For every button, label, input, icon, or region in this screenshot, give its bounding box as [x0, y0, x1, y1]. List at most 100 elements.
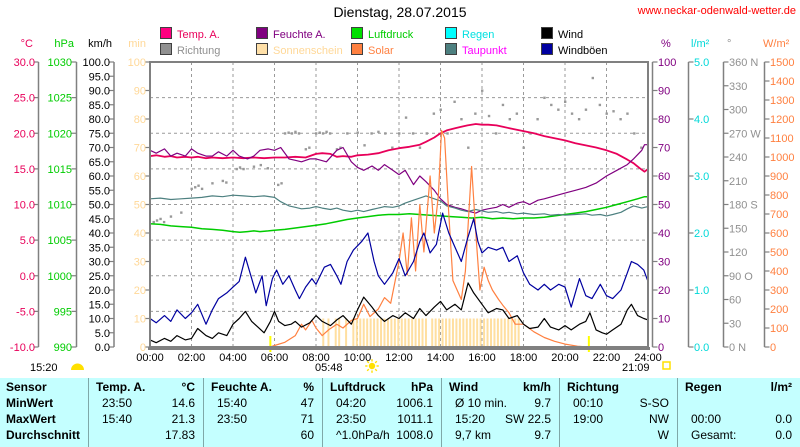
- x-tick-label: 08:00: [302, 352, 330, 364]
- tick-label: 100.0: [82, 57, 110, 69]
- tick-label: 400: [770, 266, 788, 278]
- stat-time: 00:10: [573, 396, 604, 410]
- tick-label: 20: [658, 285, 670, 297]
- series-taupunkt: [149, 194, 649, 217]
- tick-label: -10.0: [10, 342, 35, 354]
- tick-label: 30: [729, 318, 741, 330]
- stat-value: 1006.1: [396, 396, 433, 410]
- tick-label: 80: [658, 114, 670, 126]
- website-link[interactable]: www.neckar-odenwald-wetter.de: [637, 5, 796, 17]
- legend-item-richtung: Richtung: [160, 43, 220, 57]
- tick-label: 80: [134, 114, 146, 126]
- stat-value: 21.3: [171, 412, 195, 426]
- direction-dot: [591, 76, 594, 80]
- direction-dot: [467, 146, 470, 149]
- tick-label: 30.0: [14, 57, 35, 69]
- legend-item-feuchte-a-: Feuchte A.: [256, 27, 326, 41]
- stat-value: 14.6: [171, 396, 195, 410]
- tick-label: 1010: [48, 200, 72, 212]
- tick-label: 100: [658, 57, 676, 69]
- x-tick-label: 10:00: [344, 352, 372, 364]
- stat-value: 47: [300, 396, 314, 410]
- direction-dot: [522, 146, 525, 149]
- tick-label: 1300: [770, 95, 794, 107]
- tick-label: 45.0: [89, 214, 110, 226]
- tick-label: 100: [770, 323, 788, 335]
- x-tick-label: 14:00: [427, 352, 455, 364]
- legend-label: Feuchte A.: [273, 29, 326, 41]
- direction-dot: [259, 163, 262, 167]
- legend-swatch: [541, 27, 553, 39]
- direction-dot: [411, 132, 415, 135]
- tick-label: 95.0: [89, 71, 110, 83]
- row-header-minwert: MinWert: [6, 396, 54, 410]
- tick-label: 90.0: [89, 86, 110, 98]
- col-title: Luftdruck: [330, 380, 386, 394]
- sun-core: [368, 362, 376, 370]
- tick-label: 20.0: [14, 128, 35, 140]
- stat-value: SW 22.5: [504, 412, 551, 426]
- stat-value: 1008.0: [396, 428, 433, 442]
- direction-dot: [235, 167, 238, 171]
- tick-label: 1400: [770, 76, 794, 88]
- tick-label: 50: [658, 200, 670, 212]
- tick-label: 80.0: [89, 114, 110, 126]
- tick-label: 60.0: [89, 171, 110, 183]
- direction-dot: [453, 100, 456, 103]
- tick-label: 300: [729, 105, 747, 117]
- x-tick-label: 02:00: [178, 352, 206, 364]
- legend-swatch: [256, 43, 268, 55]
- direction-dot: [446, 132, 449, 135]
- legend-swatch: [445, 27, 457, 39]
- tick-label: 90: [134, 86, 146, 98]
- tick-label: 270 W: [729, 128, 761, 140]
- row-header-sensor: Sensor: [6, 380, 47, 394]
- tick-label: 800: [770, 190, 788, 202]
- x-tick-label: 20:00: [551, 352, 579, 364]
- direction-dot: [536, 118, 539, 121]
- direction-dot: [619, 118, 622, 121]
- tick-label: 35.0: [89, 242, 110, 254]
- x-tick-label: 16:00: [468, 352, 496, 364]
- tick-label: 1025: [48, 93, 72, 105]
- direction-dot: [318, 131, 321, 134]
- legend-item-windb-en: Windböen: [541, 43, 608, 57]
- sun-ray: [366, 360, 370, 364]
- stat-time: 23:50: [102, 396, 133, 410]
- tick-label: 50: [134, 200, 146, 212]
- tick-label: 120: [729, 247, 747, 259]
- stat-time: Gesamt:: [691, 428, 737, 442]
- direction-dot: [211, 182, 214, 185]
- direction-dot: [277, 183, 280, 187]
- series-temp-a-: [149, 123, 649, 173]
- direction-dot: [328, 132, 332, 135]
- direction-dot: [315, 132, 318, 135]
- legend-swatch: [160, 27, 172, 39]
- tick-label: 20: [134, 285, 146, 297]
- stat-time: 04:20: [336, 396, 367, 410]
- direction-dot: [508, 118, 511, 121]
- legend-swatch: [256, 27, 268, 39]
- tick-label: 990: [54, 342, 72, 354]
- stat-value: S-SO: [639, 396, 669, 410]
- tick-label: 90: [658, 86, 670, 98]
- tick-label: 0: [658, 342, 664, 354]
- tick-label: 15.0: [14, 164, 35, 176]
- tick-label: 10.0: [14, 200, 35, 212]
- col-title: Richtung: [567, 380, 619, 394]
- sunrise-time-label: 05:48: [315, 362, 343, 374]
- direction-dot: [377, 130, 380, 134]
- direction-dot: [543, 96, 546, 100]
- x-tick-label: 06:00: [261, 352, 289, 364]
- direction-dot: [584, 108, 588, 111]
- series-windb-en: [149, 212, 649, 325]
- col-title: Temp. A.: [96, 380, 146, 394]
- direction-dot: [266, 167, 270, 170]
- col-unit: %: [303, 380, 314, 394]
- legend-item-luftdruck: Luftdruck: [351, 27, 413, 41]
- tick-label: 40: [134, 228, 146, 240]
- tick-label: 0 N: [729, 342, 746, 354]
- direction-dot: [515, 112, 519, 115]
- tick-label: 25.0: [14, 93, 35, 105]
